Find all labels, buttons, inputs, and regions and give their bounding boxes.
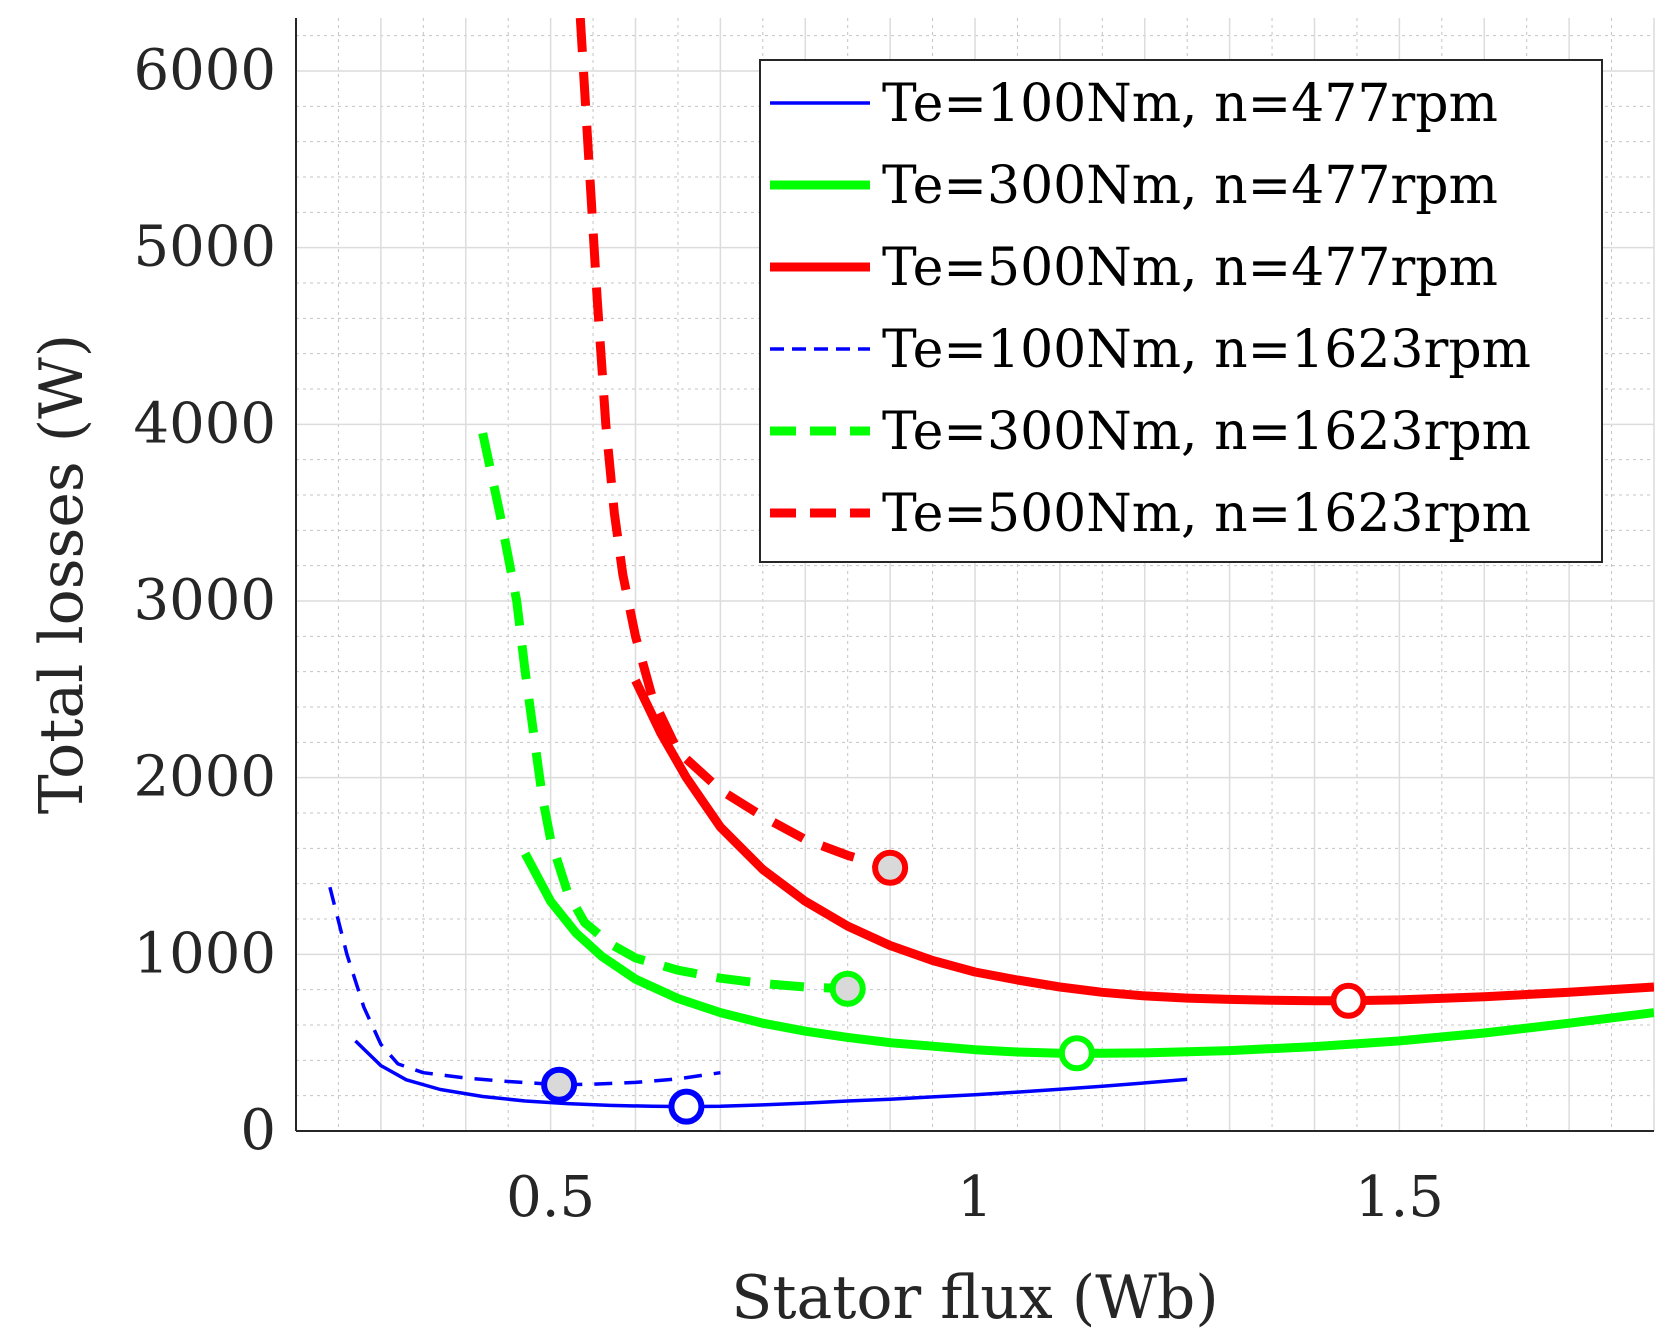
legend-entry-label: Te=500Nm, n=1623rpm — [882, 484, 1531, 544]
series-line-1 — [354, 1039, 1188, 1109]
optimum-marker-1 — [668, 1088, 705, 1125]
optimum-marker-6 — [872, 849, 909, 886]
axes — [295, 18, 1654, 1132]
y-axis-label: Total losses (W) — [27, 334, 97, 814]
optimum-marker-2 — [1058, 1035, 1095, 1072]
legend-entry-label: Te=100Nm, n=1623rpm — [882, 320, 1531, 380]
optimum-marker-3 — [1330, 982, 1367, 1019]
x-tick-labels: 0.5 1 1.5 — [506, 1165, 1444, 1230]
legend-entry-label: Te=100Nm, n=477rpm — [882, 74, 1498, 134]
x-tick-label: 0.5 — [506, 1165, 595, 1230]
y-tick-label: 4000 — [133, 391, 276, 456]
legend-box — [759, 59, 1603, 563]
legend-entry-label: Te=300Nm, n=477rpm — [882, 156, 1498, 216]
legend-entry-label: Te=500Nm, n=477rpm — [882, 238, 1498, 298]
marker-group — [541, 849, 1367, 1125]
y-tick-label: 2000 — [133, 745, 276, 810]
series-line-4 — [328, 886, 721, 1087]
legend-entry-label: Te=300Nm, n=1623rpm — [882, 402, 1531, 462]
y-tick-label: 5000 — [133, 215, 276, 280]
legend: Te=100Nm, n=477rpm Te=300Nm, n=477rpm Te=5… — [759, 59, 1603, 563]
y-tick-label: 0 — [240, 1098, 276, 1163]
optimum-marker-4 — [541, 1066, 578, 1103]
y-tick-label: 6000 — [133, 38, 276, 103]
series-line-2 — [521, 851, 1654, 1058]
x-axis-label: Stator flux (Wb) — [731, 1263, 1218, 1333]
y-tick-labels: 0 1000 2000 3000 4000 5000 6000 — [133, 38, 276, 1163]
y-tick-label: 3000 — [133, 568, 276, 633]
series-line-6 — [575, 18, 892, 873]
series-line-5 — [478, 432, 848, 994]
y-tick-label: 1000 — [133, 921, 276, 986]
optimum-marker-5 — [829, 970, 866, 1007]
x-tick-label: 1 — [957, 1165, 993, 1230]
x-tick-label: 1.5 — [1355, 1165, 1444, 1230]
